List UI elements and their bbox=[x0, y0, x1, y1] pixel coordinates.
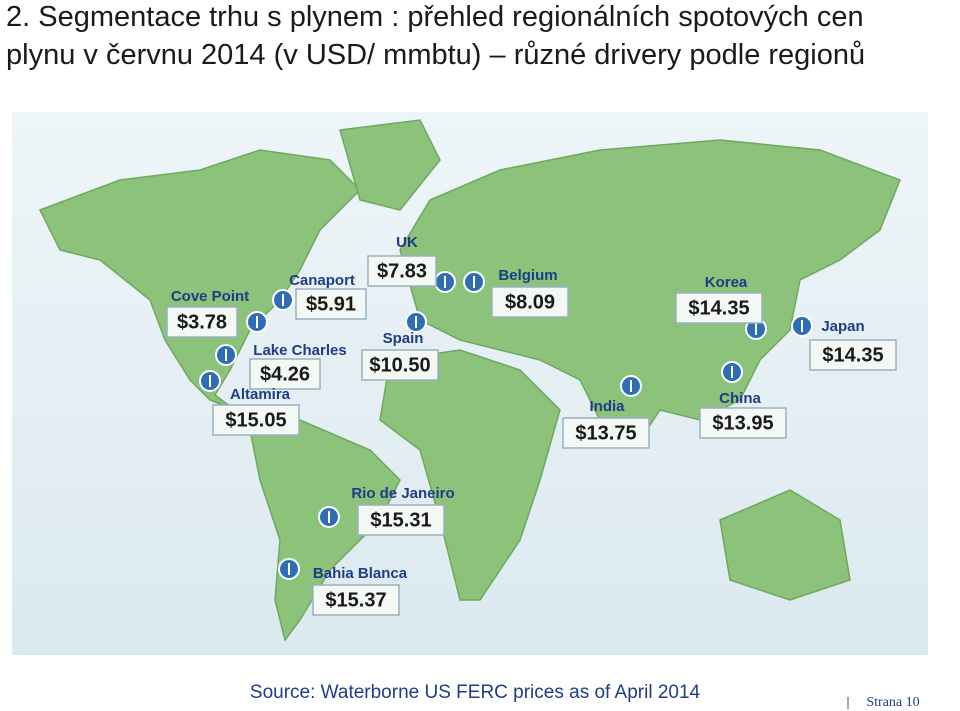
price: $14.35 bbox=[688, 297, 749, 319]
price: $13.75 bbox=[575, 422, 636, 444]
price: $15.37 bbox=[325, 589, 386, 611]
price: $15.05 bbox=[225, 409, 286, 431]
price-box bbox=[675, 292, 763, 324]
africa bbox=[379, 349, 561, 601]
title-line: 2. Segmentace trhu s plynem : přehled re… bbox=[6, 1, 864, 33]
page-number: Strana 10 bbox=[866, 695, 919, 710]
price-box bbox=[166, 306, 238, 338]
location-name: Belgium bbox=[498, 267, 557, 284]
location-name: UK bbox=[396, 234, 418, 251]
map: UK $7.83 Belgium $8.09 Canaport $5.91 Cove Poi… bbox=[12, 112, 928, 655]
eurasia bbox=[399, 139, 901, 441]
location-name: Altamira bbox=[230, 386, 291, 403]
greenland bbox=[339, 119, 441, 211]
price: $5.91 bbox=[306, 293, 356, 315]
price-box bbox=[367, 255, 437, 287]
price-box bbox=[249, 358, 321, 390]
price-box bbox=[809, 339, 897, 371]
location-name: Rio de Janeiro bbox=[351, 485, 454, 502]
price-box bbox=[491, 286, 569, 318]
price: $10.50 bbox=[369, 354, 430, 376]
title-line: plynu v červnu 2014 (v USD/ mmbtu) – růz… bbox=[6, 39, 865, 71]
price: $8.09 bbox=[505, 291, 555, 313]
north-america bbox=[38, 149, 362, 411]
location-name: Korea bbox=[705, 274, 748, 291]
location-name: India bbox=[589, 398, 625, 415]
price-box bbox=[312, 584, 400, 616]
price: $7.83 bbox=[377, 260, 427, 282]
price-box bbox=[562, 417, 650, 449]
price-box bbox=[212, 404, 300, 436]
location-name: Lake Charles bbox=[253, 342, 346, 359]
price-box bbox=[699, 407, 787, 439]
price: $15.31 bbox=[370, 509, 431, 531]
price: $14.35 bbox=[822, 344, 883, 366]
location-name: Japan bbox=[821, 318, 864, 335]
price-box bbox=[357, 504, 445, 536]
location-name: Cove Point bbox=[171, 288, 249, 305]
location-name: Spain bbox=[383, 330, 424, 347]
location-name: Bahia Blanca bbox=[313, 565, 408, 582]
source-note: Source: Waterborne US FERC prices as of … bbox=[250, 682, 701, 703]
price: $4.26 bbox=[260, 363, 310, 385]
location-name: China bbox=[719, 390, 761, 407]
location-name: Canaport bbox=[289, 272, 355, 289]
price: $13.95 bbox=[712, 412, 773, 434]
price-box bbox=[361, 349, 439, 381]
australia bbox=[719, 489, 851, 601]
price: $3.78 bbox=[177, 311, 227, 333]
price-box bbox=[295, 288, 367, 320]
